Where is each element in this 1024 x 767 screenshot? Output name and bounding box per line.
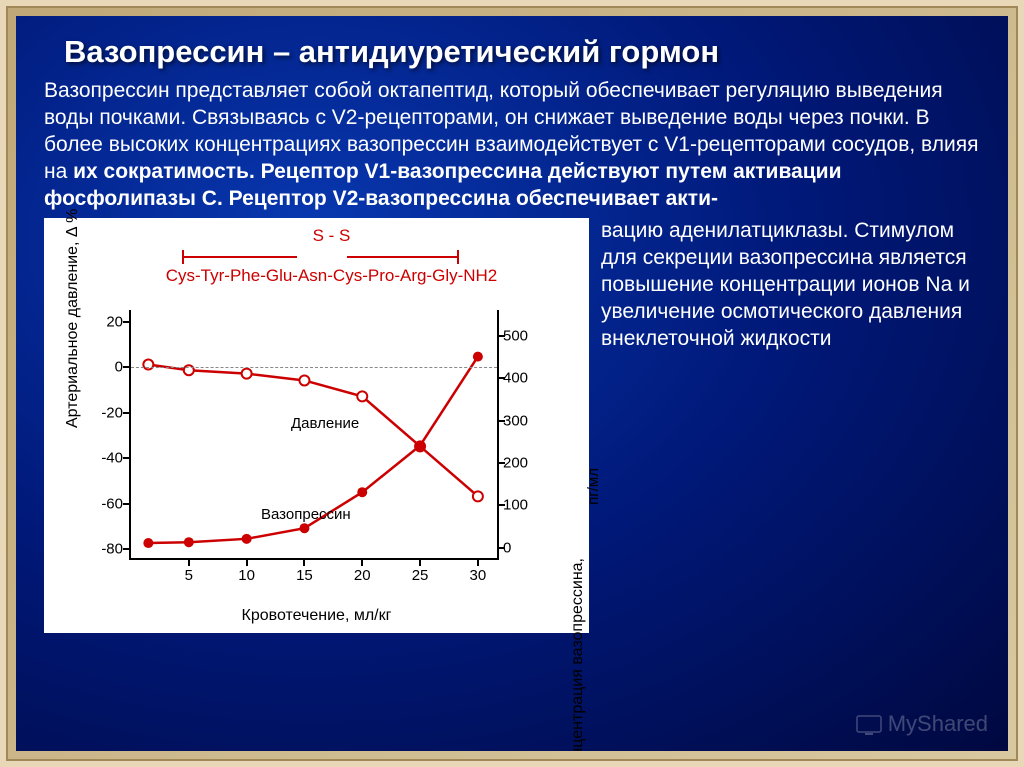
plot-area: 200-20-40-60-805004003002001000510152025… bbox=[129, 310, 499, 560]
slide: Вазопрессин – антидиуретический гормон В… bbox=[16, 16, 1008, 751]
slide-title: Вазопрессин – антидиуретический гормон bbox=[64, 34, 980, 70]
series-label: Давление bbox=[291, 415, 359, 432]
x-tick-label: 10 bbox=[238, 567, 255, 584]
y-right-tick-label: 0 bbox=[503, 539, 539, 556]
peptide-sequence: Cys-Tyr-Phe-Glu-Asn-Cys-Pro-Arg-Gly-NH2 bbox=[94, 266, 569, 286]
x-axis-title: Кровотечение, мл/кг bbox=[44, 607, 589, 625]
slide-frame: Вазопрессин – антидиуретический гормон В… bbox=[6, 6, 1018, 761]
y-right-tick-label: 400 bbox=[503, 370, 539, 387]
x-tick-label: 15 bbox=[296, 567, 313, 584]
content-row: S - S Cys-Tyr-Phe-Glu-Asn-Cys-Pro-Arg-Gl… bbox=[44, 218, 980, 633]
y-right-axis-unit: пг/мл bbox=[585, 468, 602, 505]
x-tick-label: 25 bbox=[412, 567, 429, 584]
x-tick-label: 5 bbox=[185, 567, 193, 584]
watermark: MyShared bbox=[856, 711, 988, 737]
series-label: Вазопрессин bbox=[261, 506, 351, 523]
disulfide-label: S - S bbox=[94, 226, 569, 246]
y-right-tick-label: 200 bbox=[503, 454, 539, 471]
chart: S - S Cys-Tyr-Phe-Glu-Asn-Cys-Pro-Arg-Gl… bbox=[44, 218, 589, 633]
body: Вазопрессин представляет собой октапепти… bbox=[44, 78, 980, 633]
side-text: вацию аденилатциклазы. Стимулом для секр… bbox=[601, 218, 980, 352]
y-left-tick-label: -20 bbox=[89, 404, 123, 421]
y-left-tick-label: -80 bbox=[89, 541, 123, 558]
y-left-axis-title: Артериальное давление, Δ % bbox=[64, 209, 82, 428]
y-right-tick-label: 300 bbox=[503, 412, 539, 429]
y-right-tick-label: 100 bbox=[503, 497, 539, 514]
x-tick-label: 20 bbox=[354, 567, 371, 584]
y-left-tick-label: -40 bbox=[89, 450, 123, 467]
y-right-axis-title: Концентрация вазопрессина, bbox=[569, 558, 587, 751]
disulfide-bracket bbox=[172, 248, 492, 264]
paragraph-top: Вазопрессин представляет собой октапепти… bbox=[44, 78, 980, 212]
peptide-structure: S - S Cys-Tyr-Phe-Glu-Asn-Cys-Pro-Arg-Gl… bbox=[94, 226, 569, 286]
watermark-icon bbox=[856, 713, 882, 735]
x-tick-label: 30 bbox=[470, 567, 487, 584]
watermark-text: MyShared bbox=[888, 711, 988, 737]
y-left-tick-label: 20 bbox=[89, 313, 123, 330]
para-bold: их сократимость. Рецептор V1-вазопрессин… bbox=[44, 160, 842, 210]
y-left-tick-label: -60 bbox=[89, 495, 123, 512]
chart-column: S - S Cys-Tyr-Phe-Glu-Asn-Cys-Pro-Arg-Gl… bbox=[44, 218, 589, 633]
y-left-tick-label: 0 bbox=[89, 359, 123, 376]
y-right-tick-label: 500 bbox=[503, 327, 539, 344]
